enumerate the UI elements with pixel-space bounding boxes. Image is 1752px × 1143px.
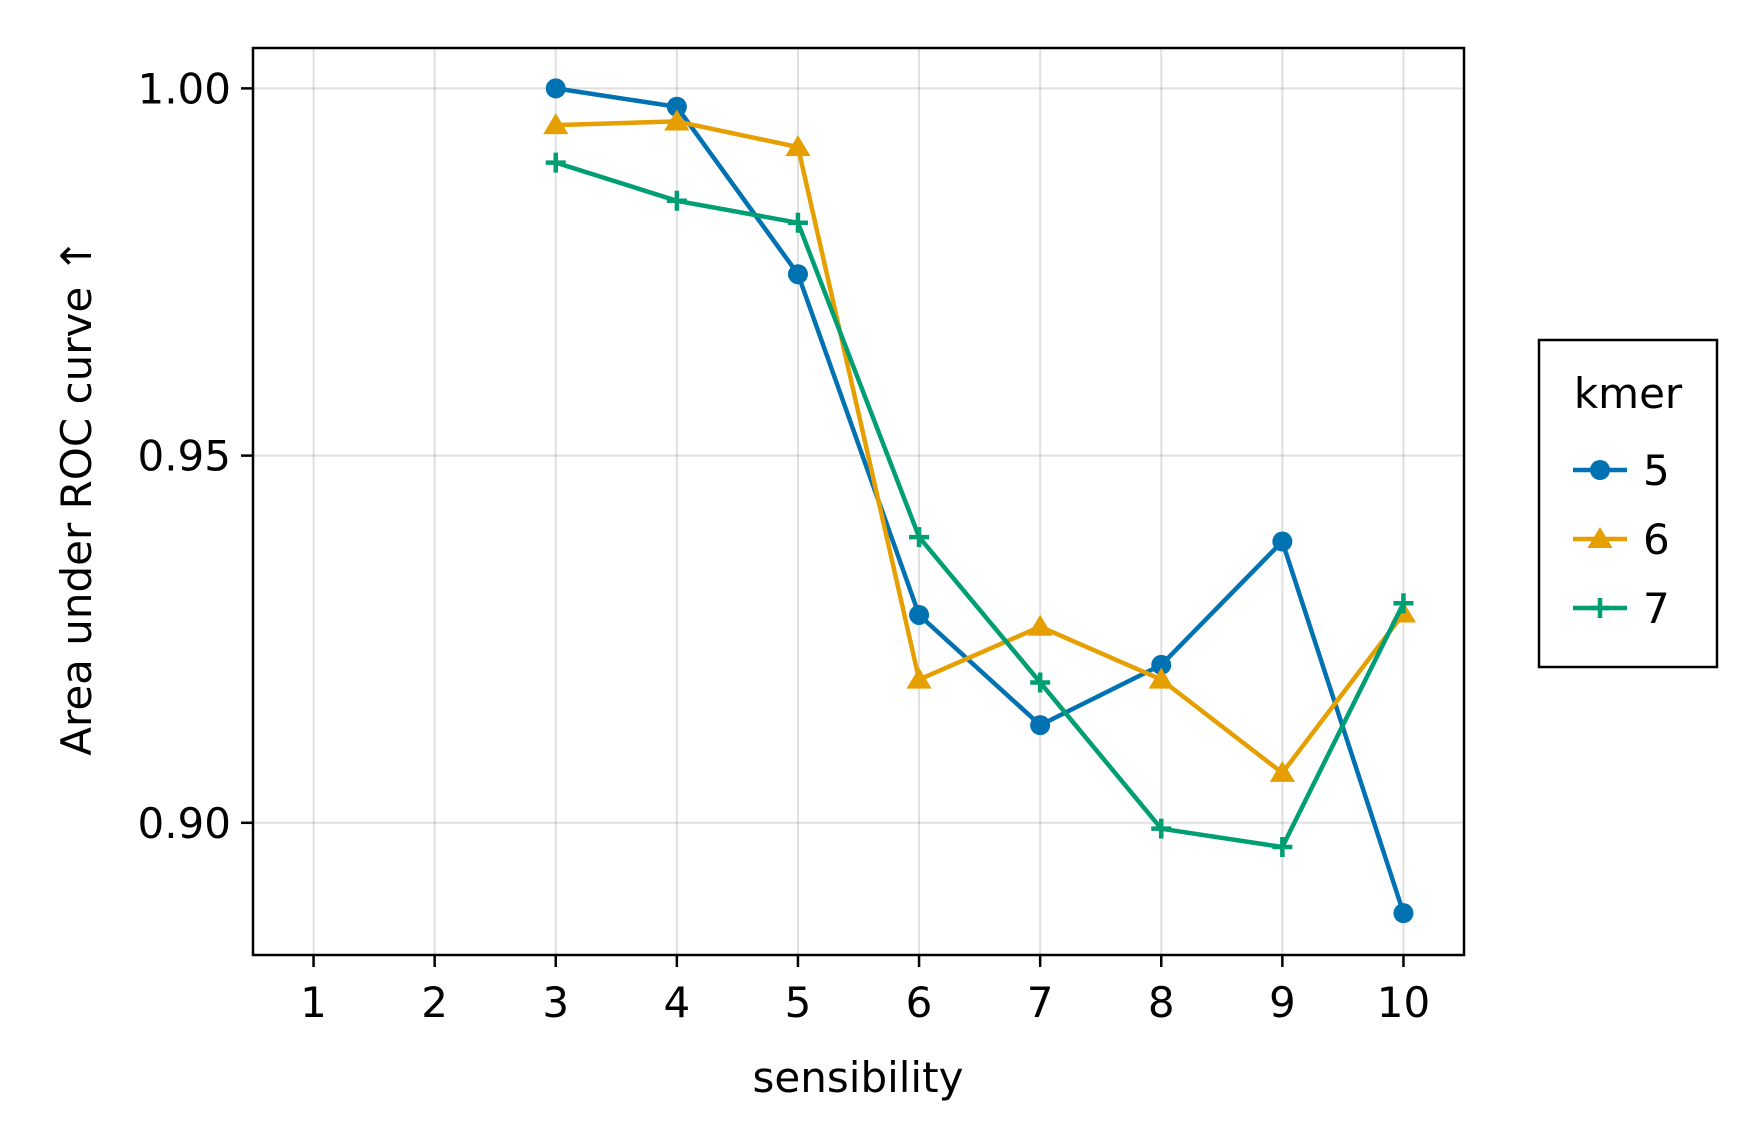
legend-item-5: 5 — [1573, 446, 1670, 495]
series-6 — [543, 109, 1417, 782]
data-point-5 — [1030, 715, 1051, 736]
series-layer — [543, 78, 1417, 924]
data-point-7 — [666, 190, 687, 211]
legend-label: 7 — [1643, 584, 1670, 633]
series-5 — [545, 78, 1414, 924]
legend-label: 5 — [1643, 446, 1670, 495]
data-point-5 — [545, 78, 566, 99]
data-point-7 — [909, 527, 930, 548]
plot-frame — [251, 46, 1466, 957]
legend-swatch-marker — [1590, 460, 1610, 480]
x-tick-label: 7 — [1027, 978, 1054, 1027]
data-point-6 — [1148, 667, 1174, 689]
data-point-5 — [909, 604, 930, 625]
x-tick-label: 10 — [1377, 978, 1430, 1027]
x-tick-label: 2 — [421, 978, 448, 1027]
legend-item-7: 7 — [1573, 584, 1670, 633]
legend-swatch-marker — [1587, 527, 1613, 548]
x-tick-label: 4 — [663, 978, 690, 1027]
legend-label: 6 — [1643, 515, 1670, 564]
y-tick-label: 1.00 — [137, 64, 231, 113]
grid — [253, 48, 1464, 955]
data-point-6 — [785, 135, 811, 157]
x-axis-label: sensibility — [753, 1053, 964, 1102]
data-point-6 — [906, 667, 932, 689]
x-tick-label: 5 — [785, 978, 812, 1027]
data-point-5 — [666, 96, 687, 117]
y-axis-label: Area under ROC curve ↑ — [52, 238, 101, 756]
data-point-7 — [1030, 672, 1051, 693]
data-point-7 — [1393, 593, 1414, 614]
legend-box — [1537, 338, 1719, 669]
data-point-6 — [1269, 760, 1295, 782]
x-tick-label: 3 — [542, 978, 569, 1027]
data-point-7 — [1151, 818, 1172, 839]
data-point-6 — [1027, 614, 1053, 636]
data-point-7 — [545, 152, 566, 173]
ticks: 1 2 3 4 5 6 7 8 9 10 0.90 0.95 1.00 — [137, 64, 1430, 1027]
data-point-5 — [1393, 903, 1414, 924]
series-line-5 — [555, 86, 1406, 914]
data-point-7 — [787, 212, 808, 233]
legend-swatch-marker — [1590, 598, 1610, 618]
data-point-5 — [787, 264, 808, 285]
data-point-5 — [1272, 531, 1293, 552]
x-tick-label: 9 — [1269, 978, 1296, 1027]
y-tick-label: 0.90 — [137, 799, 231, 848]
data-point-7 — [1272, 837, 1293, 858]
legend: kmer 5 6 7 — [1537, 338, 1719, 669]
x-tick-label: 1 — [300, 978, 327, 1027]
series-line-7 — [555, 160, 1406, 850]
series-7 — [545, 152, 1414, 858]
series-line-6 — [555, 119, 1406, 776]
legend-items: 5 6 7 — [1573, 446, 1670, 633]
data-point-5 — [1151, 654, 1172, 675]
legend-item-6: 6 — [1573, 515, 1670, 564]
y-tick-label: 0.95 — [137, 432, 231, 481]
data-point-6 — [664, 109, 690, 131]
x-tick-label: 8 — [1148, 978, 1175, 1027]
data-point-6 — [543, 113, 569, 135]
x-tick-label: 6 — [906, 978, 933, 1027]
legend-title: kmer — [1574, 369, 1683, 418]
